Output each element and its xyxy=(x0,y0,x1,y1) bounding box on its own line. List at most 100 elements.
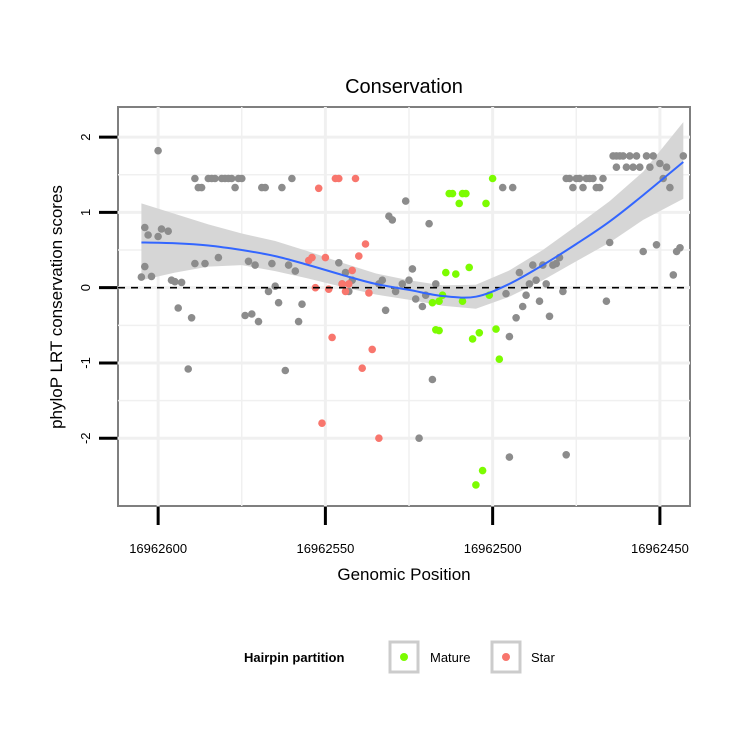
y-tick-label: 0 xyxy=(78,284,93,291)
point-mature xyxy=(428,298,437,307)
grid-lines xyxy=(118,107,690,506)
point-other xyxy=(575,174,584,183)
y-axis-title: phyloP LRT conservation scores xyxy=(47,185,66,429)
point-other xyxy=(254,317,263,326)
point-other xyxy=(602,297,611,306)
point-other xyxy=(525,280,534,288)
point-other xyxy=(622,163,631,171)
point-other xyxy=(197,183,206,192)
point-other xyxy=(669,271,678,279)
point-other xyxy=(191,259,199,268)
point-mature xyxy=(448,189,457,198)
point-mature xyxy=(475,329,484,337)
point-mature xyxy=(442,268,450,277)
point-star xyxy=(351,174,360,183)
point-other xyxy=(154,146,162,155)
point-other xyxy=(298,300,306,309)
y-tick-label: -1 xyxy=(78,357,93,369)
point-star xyxy=(314,184,323,193)
point-other xyxy=(141,262,149,271)
point-mature xyxy=(478,466,487,475)
point-other xyxy=(238,174,246,183)
point-mature xyxy=(468,335,477,343)
point-other xyxy=(529,261,537,269)
x-axis-title: Genomic Position xyxy=(337,565,470,584)
point-other xyxy=(559,287,567,296)
point-other xyxy=(187,314,196,322)
point-other xyxy=(579,183,587,192)
point-other xyxy=(502,289,510,298)
point-other xyxy=(177,278,186,287)
point-other xyxy=(518,302,527,311)
point-other xyxy=(652,241,661,249)
point-other xyxy=(405,276,413,285)
point-other xyxy=(214,253,223,262)
point-mature xyxy=(482,199,490,208)
point-other xyxy=(676,244,684,252)
point-other xyxy=(589,174,597,183)
point-other xyxy=(505,332,514,341)
point-other xyxy=(284,261,293,269)
point-other xyxy=(612,163,621,171)
point-other xyxy=(636,163,644,171)
point-other xyxy=(508,183,517,192)
point-other xyxy=(646,163,654,171)
legend-label-mature: Mature xyxy=(430,650,470,665)
point-other xyxy=(632,152,641,160)
point-other xyxy=(248,310,256,318)
point-star xyxy=(324,285,333,294)
point-other xyxy=(391,287,400,296)
chart-title: Conservation xyxy=(345,76,463,98)
point-other xyxy=(569,183,577,192)
point-other xyxy=(408,265,417,273)
x-axis: 16962600 16962550 16962500 16962450 xyxy=(129,507,689,556)
x-tick-label: 16962450 xyxy=(631,541,689,556)
point-other xyxy=(599,174,607,183)
point-other xyxy=(512,314,520,322)
point-other xyxy=(619,152,627,160)
point-other xyxy=(398,280,407,288)
point-other xyxy=(629,163,637,171)
point-other xyxy=(278,183,286,192)
y-tick-label: -2 xyxy=(78,432,93,444)
point-other xyxy=(144,231,152,239)
point-other xyxy=(545,312,554,321)
point-other xyxy=(505,453,514,461)
point-mature xyxy=(472,481,480,489)
point-other xyxy=(141,223,149,232)
point-other xyxy=(241,311,249,320)
point-mature xyxy=(495,355,504,364)
point-other xyxy=(291,267,300,275)
point-other xyxy=(411,295,420,303)
point-other xyxy=(231,183,239,192)
point-other xyxy=(535,297,544,306)
point-other xyxy=(562,451,570,459)
legend-title: Hairpin partition xyxy=(244,650,344,665)
point-other xyxy=(281,366,290,375)
point-other xyxy=(147,272,156,281)
point-other xyxy=(498,183,507,192)
point-other xyxy=(244,257,253,266)
point-mature xyxy=(462,189,470,198)
y-axis: -2 -1 0 1 2 xyxy=(78,133,117,444)
point-other xyxy=(381,306,390,315)
plot-panel xyxy=(117,106,691,507)
point-other xyxy=(428,375,437,384)
point-other xyxy=(211,174,219,183)
point-star xyxy=(338,280,346,288)
point-other xyxy=(264,287,273,296)
point-other xyxy=(639,247,647,256)
point-mature xyxy=(455,199,464,208)
legend-label-star: Star xyxy=(531,650,556,665)
point-other xyxy=(425,219,433,228)
point-other xyxy=(261,183,270,192)
point-other xyxy=(201,259,209,268)
point-mature xyxy=(452,270,460,278)
point-star xyxy=(368,345,377,354)
point-other xyxy=(418,302,427,311)
point-mature xyxy=(435,297,443,306)
point-other xyxy=(649,152,657,160)
point-other xyxy=(294,317,303,326)
point-star xyxy=(355,252,363,260)
